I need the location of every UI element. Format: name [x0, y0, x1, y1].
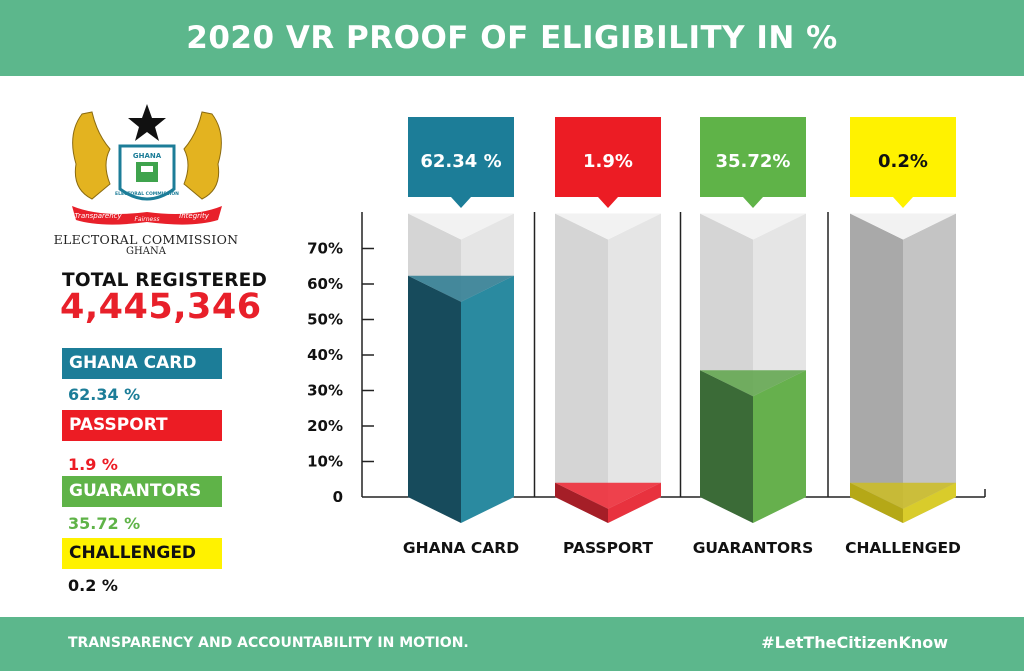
y-tick-label: 30% [307, 382, 343, 400]
bar-fill-left [408, 275, 461, 523]
motto-ribbon [72, 206, 222, 225]
legend-guarantors-value: 35.72 % [68, 514, 141, 533]
bar-empty-right [903, 213, 956, 523]
bar-fill-top [555, 482, 661, 509]
black-star-icon [128, 104, 166, 141]
bar-fill-right [461, 275, 514, 523]
emblem-ring-text: ELECTORAL COMMISSION [115, 191, 179, 197]
value-label: 62.34 % [420, 151, 501, 172]
category-label: CHALLENGED [845, 539, 961, 557]
legend-ghana-card-value: 62.34 % [68, 385, 141, 404]
legend-passport-value: 1.9 % [68, 455, 118, 474]
left-eagle-icon [72, 111, 111, 200]
bar-fill-right [753, 370, 806, 523]
bar-fill-right [608, 482, 661, 523]
y-tick-label: 0 [333, 488, 343, 506]
value-callout [555, 117, 661, 208]
bar-empty-top [408, 213, 514, 240]
y-tick-label: 20% [307, 417, 343, 435]
bar-fill-right [903, 482, 956, 523]
organization-country: GHANA [126, 246, 166, 257]
y-tick-label: 40% [307, 346, 343, 364]
emblem-text: GHANA [133, 152, 162, 160]
value-callout [700, 117, 806, 208]
bar-fill-left [555, 482, 608, 523]
bar-fill-top [850, 482, 956, 509]
legend-passport-label: PASSPORT [62, 410, 222, 441]
organization-name: ELECTORAL COMMISSION [53, 232, 239, 247]
total-registered-value: 4,445,346 [60, 287, 262, 327]
bar-empty-top [555, 213, 661, 240]
bar-fill-top [700, 370, 806, 397]
motto-right: Integrity [179, 212, 210, 220]
bar-empty-left [850, 213, 903, 523]
legend-challenged-value: 0.2 % [68, 576, 118, 595]
bar-empty-right [608, 213, 661, 523]
footer-hashtag: #LetTheCitizenKnow [761, 633, 948, 652]
bar-empty-top [850, 213, 956, 240]
bar-empty-left [555, 213, 608, 523]
value-label: 1.9% [583, 151, 633, 172]
legend-challenged-label: CHALLENGED [62, 538, 222, 569]
right-eagle-icon [183, 111, 222, 200]
category-label: PASSPORT [563, 539, 653, 557]
value-callout [408, 117, 514, 208]
value-label: 0.2% [878, 151, 928, 172]
value-callout [850, 117, 956, 208]
footer-tagline: TRANSPARENCY AND ACCOUNTABILITY IN MOTIO… [68, 635, 469, 651]
category-label: GUARANTORS [693, 539, 814, 557]
category-label: GHANA CARD [403, 539, 519, 557]
total-registered-label: TOTAL REGISTERED [62, 270, 268, 291]
value-label: 35.72% [716, 151, 791, 172]
bar-fill-top [408, 275, 514, 302]
coat-of-arms-logo: GHANA ELECTORAL COMMISSION Transparency … [72, 104, 222, 225]
footer-bar: TRANSPARENCY AND ACCOUNTABILITY IN MOTIO… [0, 617, 1024, 671]
y-tick-label: 70% [307, 240, 343, 258]
legend-ghana-card-label: GHANA CARD [62, 348, 222, 379]
motto-left: Transparency [74, 212, 122, 220]
motto-center: Fairness [134, 216, 159, 223]
bar-fill-left [700, 370, 753, 523]
legend-guarantors-label: GUARANTORS [62, 476, 222, 507]
page-title: 2020 VR PROOF OF ELIGIBILITY IN % [0, 0, 1024, 76]
bar-fill-left [850, 482, 903, 523]
bar-empty-top [700, 213, 806, 240]
y-tick-label: 50% [307, 311, 343, 329]
y-tick-label: 60% [307, 275, 343, 293]
y-tick-label: 10% [307, 453, 343, 471]
